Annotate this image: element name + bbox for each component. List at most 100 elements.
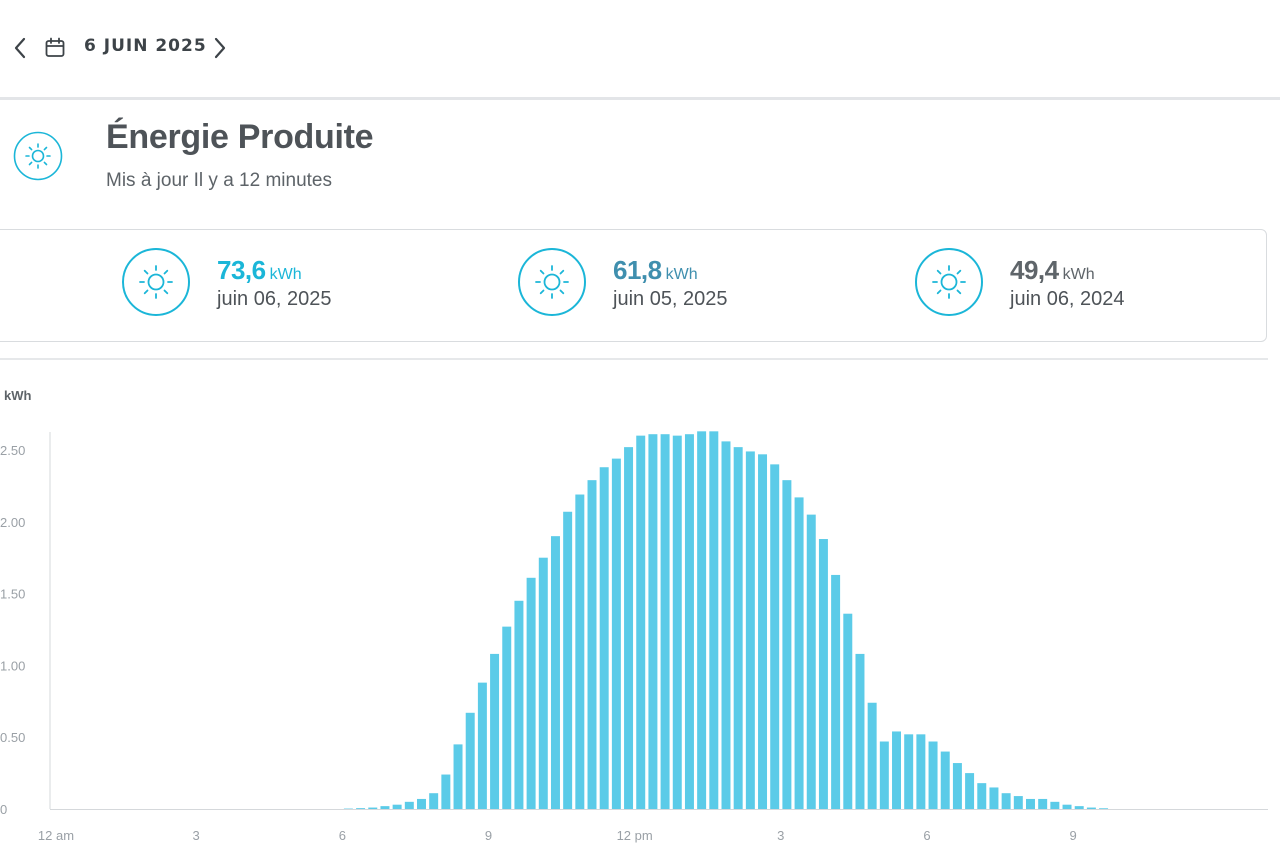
x-tick-label: 12 am bbox=[38, 828, 74, 843]
stat-number: 49,4 bbox=[1010, 255, 1059, 285]
bar[interactable] bbox=[660, 434, 670, 809]
bar[interactable] bbox=[977, 783, 987, 809]
x-tick-label: 9 bbox=[485, 828, 492, 843]
bar[interactable] bbox=[916, 734, 926, 809]
bar[interactable] bbox=[1074, 806, 1084, 809]
stat-date: juin 05, 2025 bbox=[613, 288, 728, 310]
previous-day-button[interactable] bbox=[9, 36, 31, 60]
stat-number: 73,6 bbox=[217, 255, 266, 285]
bar[interactable] bbox=[575, 494, 585, 809]
next-day-button[interactable] bbox=[209, 36, 231, 60]
energy-bar-chart: kWh 0 0.50 1.00 1.50 2.00 2.50 12 am 3 6 9 12 pm 3 6 9 bbox=[0, 388, 1268, 843]
bar[interactable] bbox=[782, 480, 792, 809]
bar[interactable] bbox=[514, 600, 524, 809]
bar[interactable] bbox=[648, 434, 658, 809]
x-tick-label: 6 bbox=[923, 828, 930, 843]
bar[interactable] bbox=[904, 734, 914, 809]
bar[interactable] bbox=[1038, 798, 1048, 809]
x-tick-label: 6 bbox=[339, 828, 346, 843]
bar[interactable] bbox=[502, 626, 512, 809]
y-tick-label: 0 bbox=[0, 802, 7, 817]
chevron-right-icon bbox=[214, 37, 226, 59]
stat-value: 73,6 kWh bbox=[217, 255, 302, 286]
bar[interactable] bbox=[587, 480, 597, 809]
stat-value: 61,8 kWh bbox=[613, 255, 698, 286]
bar[interactable] bbox=[1062, 804, 1072, 809]
x-tick-label: 3 bbox=[777, 828, 784, 843]
bar[interactable] bbox=[940, 751, 950, 809]
bar[interactable] bbox=[745, 451, 755, 809]
bar[interactable] bbox=[465, 712, 475, 809]
date-navigation-bar: 6 JUIN 2025 bbox=[0, 0, 1280, 100]
bar[interactable] bbox=[356, 808, 366, 809]
x-tick-label: 12 pm bbox=[617, 828, 653, 843]
bar[interactable] bbox=[709, 431, 719, 809]
bar[interactable] bbox=[758, 454, 768, 809]
bar[interactable] bbox=[843, 613, 853, 809]
bar[interactable] bbox=[1050, 801, 1060, 809]
bar[interactable] bbox=[965, 773, 975, 809]
bar[interactable] bbox=[636, 435, 646, 809]
bar[interactable] bbox=[1099, 808, 1109, 809]
bar[interactable] bbox=[672, 435, 682, 809]
bar[interactable] bbox=[928, 741, 938, 809]
section-title: Énergie Produite bbox=[106, 118, 374, 156]
divider bbox=[0, 358, 1268, 360]
bar[interactable] bbox=[392, 804, 402, 809]
y-tick-label: 2.50 bbox=[0, 443, 25, 458]
bar[interactable] bbox=[563, 511, 573, 809]
y-tick-label: 1.00 bbox=[0, 658, 25, 673]
bar[interactable] bbox=[733, 447, 743, 809]
current-date-label[interactable]: 6 JUIN 2025 bbox=[84, 36, 207, 56]
chevron-left-icon bbox=[14, 37, 26, 59]
calendar-button[interactable] bbox=[44, 37, 66, 64]
bar[interactable] bbox=[417, 798, 426, 809]
bar[interactable] bbox=[550, 536, 560, 809]
stat-unit: kWh bbox=[665, 266, 698, 283]
sun-icon bbox=[915, 248, 983, 316]
bar[interactable] bbox=[441, 774, 451, 809]
calendar-icon bbox=[45, 37, 65, 57]
y-tick-label: 2.00 bbox=[0, 515, 25, 530]
bar[interactable] bbox=[770, 464, 780, 809]
bar[interactable] bbox=[867, 702, 877, 809]
bar[interactable] bbox=[453, 744, 463, 809]
bar[interactable] bbox=[1001, 793, 1011, 809]
bar[interactable] bbox=[490, 653, 500, 809]
stat-unit: kWh bbox=[1062, 266, 1095, 283]
x-tick-label: 9 bbox=[1070, 828, 1077, 843]
bar[interactable] bbox=[697, 431, 707, 809]
bar[interactable] bbox=[526, 577, 536, 809]
bar[interactable] bbox=[1026, 798, 1035, 809]
bar[interactable] bbox=[892, 731, 901, 809]
bar[interactable] bbox=[380, 806, 390, 809]
stat-date: juin 06, 2025 bbox=[217, 288, 332, 310]
stat-number: 61,8 bbox=[613, 255, 662, 285]
energy-sun-icon bbox=[13, 131, 63, 181]
bar[interactable] bbox=[794, 497, 804, 809]
bar[interactable] bbox=[879, 741, 889, 809]
y-axis-unit-label: kWh bbox=[4, 388, 32, 403]
bar[interactable] bbox=[1086, 807, 1096, 809]
bar[interactable] bbox=[831, 574, 841, 809]
bar[interactable] bbox=[855, 653, 865, 809]
bar[interactable] bbox=[818, 539, 828, 809]
bar[interactable] bbox=[429, 793, 439, 809]
bar[interactable] bbox=[1013, 796, 1023, 809]
bar[interactable] bbox=[538, 557, 548, 809]
bar[interactable] bbox=[368, 807, 378, 809]
bar[interactable] bbox=[477, 682, 487, 809]
stat-value: 49,4 kWh bbox=[1010, 255, 1095, 286]
sun-icon bbox=[518, 248, 586, 316]
bar[interactable] bbox=[952, 763, 962, 809]
bar[interactable] bbox=[721, 441, 731, 809]
bar[interactable] bbox=[599, 467, 609, 809]
bar[interactable] bbox=[611, 458, 621, 809]
bar[interactable] bbox=[624, 447, 634, 809]
bar[interactable] bbox=[404, 801, 414, 809]
y-tick-label: 1.50 bbox=[0, 587, 25, 602]
bar[interactable] bbox=[684, 434, 694, 809]
bar[interactable] bbox=[989, 787, 999, 809]
bar[interactable] bbox=[806, 514, 816, 809]
stats-panel: 73,6 kWh juin 06, 2025 61,8 kWh juin 05, 2… bbox=[0, 229, 1267, 342]
